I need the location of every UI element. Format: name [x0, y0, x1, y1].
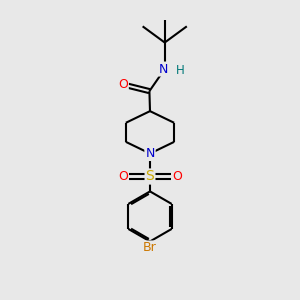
Text: O: O — [118, 170, 128, 183]
Text: N: N — [145, 147, 155, 160]
Text: S: S — [146, 169, 154, 184]
Text: Br: Br — [143, 242, 157, 254]
Text: O: O — [118, 78, 128, 91]
Text: N: N — [159, 62, 168, 76]
Text: H: H — [176, 64, 184, 77]
Text: O: O — [172, 170, 182, 183]
